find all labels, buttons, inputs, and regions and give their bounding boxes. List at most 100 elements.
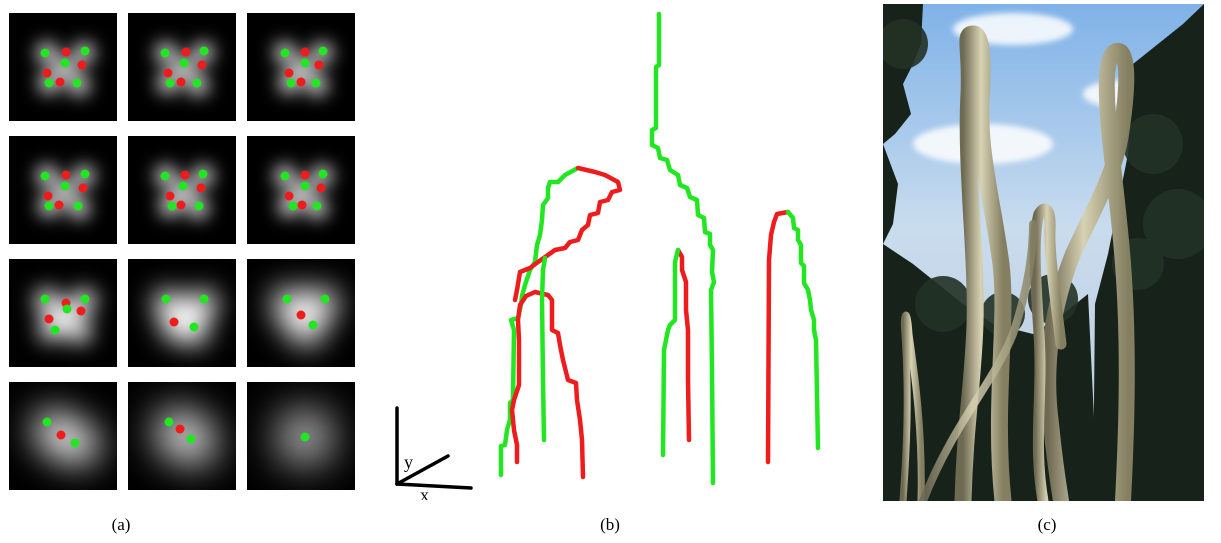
green-point [282, 294, 292, 304]
red-point [163, 68, 173, 78]
green-point [318, 46, 328, 56]
green-point [44, 201, 54, 211]
blob-frame [247, 136, 355, 244]
red-trajectory [509, 289, 586, 480]
axis-x [395, 482, 473, 490]
green-point [160, 48, 170, 58]
blob-frame [128, 136, 236, 244]
red-point [77, 60, 87, 70]
green-point [178, 181, 188, 191]
green-trajectory [660, 247, 681, 458]
green-point [300, 181, 310, 191]
green-point [40, 48, 50, 58]
red-point [44, 314, 54, 324]
blob-frame [9, 13, 117, 121]
panel-a-frames [0, 0, 355, 500]
blob-frame [247, 13, 355, 121]
red-trajectory [765, 209, 791, 465]
red-point [296, 310, 306, 320]
green-point [70, 438, 80, 448]
red-point [76, 306, 86, 316]
green-point [280, 48, 290, 58]
red-point [42, 68, 52, 78]
red-point [180, 170, 190, 180]
panel-b-trajectories: t y x [380, 11, 821, 500]
green-trajectory [498, 165, 581, 478]
red-point [316, 183, 326, 193]
green-point [198, 169, 208, 179]
blob-frame [128, 259, 236, 367]
blob-frame [247, 259, 355, 367]
panel-c-photo [883, 4, 1204, 501]
green-point [164, 417, 174, 427]
red-point [43, 191, 53, 201]
green-point [320, 294, 330, 304]
red-point [196, 183, 206, 193]
green-point [179, 58, 189, 68]
green-point [60, 181, 70, 191]
green-point [40, 294, 50, 304]
caption-b: (b) [600, 515, 620, 534]
blob-frame [128, 13, 236, 121]
green-trajectory [649, 11, 717, 486]
red-trajectory [512, 165, 623, 303]
green-point [80, 169, 90, 179]
green-point [189, 322, 199, 332]
red-point [61, 170, 71, 180]
blob-frame [247, 382, 355, 490]
axis-label-x: x [420, 485, 429, 500]
axis-y [395, 454, 450, 486]
red-point [169, 317, 179, 327]
green-point [161, 294, 171, 304]
red-trajectory [675, 247, 692, 443]
green-point [72, 78, 82, 88]
red-point [284, 68, 294, 78]
green-trajectory [539, 255, 548, 443]
red-point [165, 191, 175, 201]
red-point [176, 200, 186, 210]
green-point [40, 171, 50, 181]
green-point [199, 46, 209, 56]
green-point [300, 432, 310, 442]
green-point [167, 201, 177, 211]
green-point [60, 58, 70, 68]
blob-frame [9, 259, 117, 367]
red-point [296, 77, 306, 87]
red-point [181, 47, 191, 57]
green-point [194, 201, 204, 211]
red-point [54, 200, 64, 210]
green-point [62, 304, 72, 314]
green-point [308, 320, 318, 330]
red-point [300, 47, 310, 57]
red-point [297, 200, 307, 210]
green-point [286, 78, 296, 88]
green-trajectory [785, 209, 821, 451]
green-point [312, 201, 322, 211]
green-point [50, 325, 60, 335]
green-point [199, 294, 209, 304]
green-point [80, 294, 90, 304]
red-point [78, 183, 88, 193]
blob-frame [128, 382, 236, 490]
green-point [80, 46, 90, 56]
green-point [186, 434, 196, 444]
green-point [73, 201, 83, 211]
green-point [280, 171, 290, 181]
red-point [175, 424, 185, 434]
green-point [44, 78, 54, 88]
red-point [61, 47, 71, 57]
green-point [300, 58, 310, 68]
red-point [176, 77, 186, 87]
red-point [55, 77, 65, 87]
red-point [284, 191, 294, 201]
caption-a: (a) [111, 515, 131, 534]
green-point [318, 169, 328, 179]
green-point [42, 417, 52, 427]
green-point [192, 78, 202, 88]
red-point [314, 60, 324, 70]
green-point [288, 201, 298, 211]
green-point [311, 78, 321, 88]
blob-frame [9, 382, 117, 490]
green-point [165, 78, 175, 88]
red-point [197, 60, 207, 70]
